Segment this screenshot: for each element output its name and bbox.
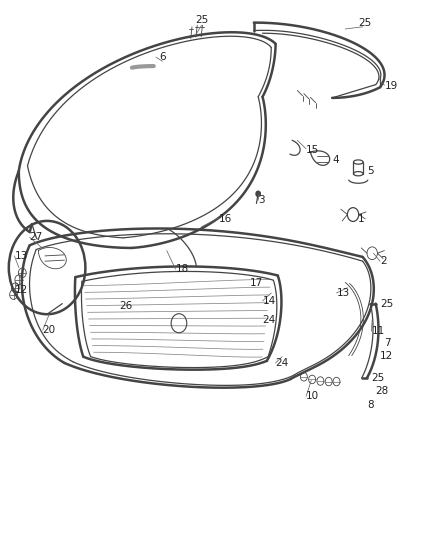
Text: 4: 4 bbox=[332, 156, 339, 165]
Text: 13: 13 bbox=[336, 288, 350, 298]
Text: 5: 5 bbox=[367, 166, 374, 176]
Text: 14: 14 bbox=[262, 296, 276, 306]
Text: 24: 24 bbox=[262, 314, 276, 325]
Text: 27: 27 bbox=[30, 232, 43, 243]
Text: 6: 6 bbox=[159, 52, 166, 62]
Text: 19: 19 bbox=[385, 81, 398, 91]
Text: 12: 12 bbox=[14, 285, 28, 295]
Text: 3: 3 bbox=[258, 195, 265, 205]
Text: 25: 25 bbox=[371, 373, 385, 383]
Text: 25: 25 bbox=[195, 15, 208, 25]
Text: 16: 16 bbox=[219, 214, 232, 224]
Circle shape bbox=[256, 191, 260, 197]
Text: 15: 15 bbox=[306, 145, 319, 155]
Text: 28: 28 bbox=[376, 386, 389, 396]
Text: 13: 13 bbox=[14, 251, 28, 261]
Text: 26: 26 bbox=[119, 301, 132, 311]
Text: 25: 25 bbox=[380, 298, 393, 309]
Text: 25: 25 bbox=[358, 18, 371, 28]
Text: 7: 7 bbox=[385, 338, 391, 349]
Text: 17: 17 bbox=[250, 278, 263, 288]
Text: 20: 20 bbox=[43, 325, 56, 335]
Text: 8: 8 bbox=[367, 400, 374, 410]
Text: 10: 10 bbox=[306, 391, 319, 401]
Text: 12: 12 bbox=[380, 351, 393, 361]
Text: 2: 2 bbox=[380, 256, 387, 266]
Text: 1: 1 bbox=[358, 214, 365, 224]
Text: 24: 24 bbox=[276, 358, 289, 368]
Text: 18: 18 bbox=[176, 264, 189, 274]
Text: 11: 11 bbox=[371, 326, 385, 336]
